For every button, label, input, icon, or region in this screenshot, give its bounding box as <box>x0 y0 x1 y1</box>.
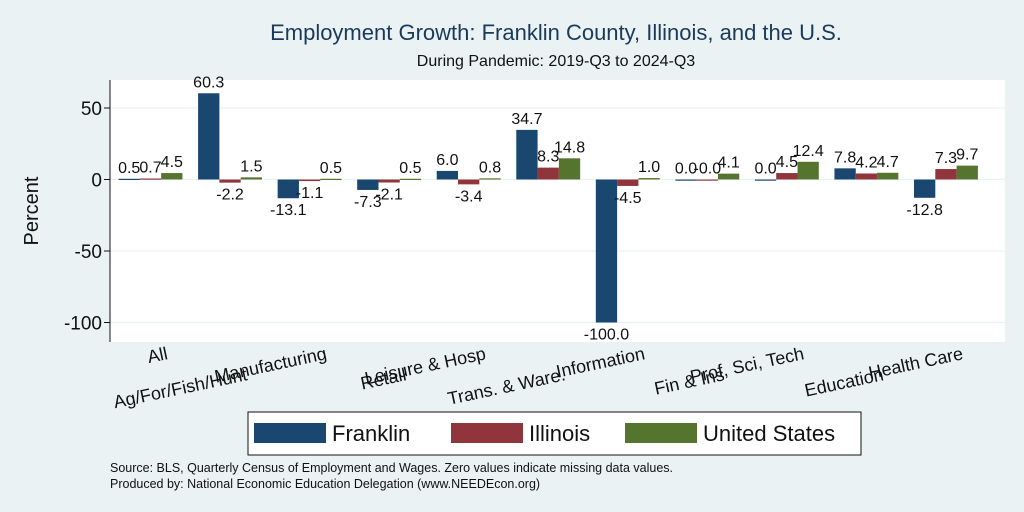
category-label: Trans. & Ware. <box>446 364 567 408</box>
legend-label: Illinois <box>529 421 590 446</box>
data-label: 4.1 <box>717 155 739 172</box>
data-label: 0.7 <box>139 159 161 176</box>
data-label: 4.5 <box>161 154 183 171</box>
data-label: 0.5 <box>399 160 421 177</box>
data-label: -2.1 <box>375 187 403 204</box>
category-label: All <box>146 343 170 367</box>
data-label: 34.7 <box>511 111 542 128</box>
legend-swatch-united-states <box>625 423 697 443</box>
bar-illinois <box>855 173 878 180</box>
y-axis-label: Percent <box>21 176 43 245</box>
chart-title: Employment Growth: Franklin County, Illi… <box>270 20 842 45</box>
data-label: 0.8 <box>479 159 501 176</box>
y-tick-label: -100 <box>64 314 102 335</box>
bar-united-states <box>558 158 581 180</box>
legend-swatch-illinois <box>451 423 523 443</box>
bar-franklin <box>834 168 856 180</box>
bar-united-states <box>399 178 422 180</box>
category-label: Leisure & Hosp <box>363 343 488 388</box>
plot-area <box>110 80 1005 342</box>
bar-illinois <box>776 173 798 180</box>
data-label: -4.5 <box>614 190 642 207</box>
bar-united-states <box>797 161 819 180</box>
data-label: -100.0 <box>584 327 629 344</box>
data-label: -2.2 <box>216 187 244 204</box>
bar-illinois <box>458 179 480 185</box>
y-tick-label: 50 <box>81 99 102 120</box>
category-label: Information <box>554 343 646 381</box>
bar-illinois <box>537 167 559 180</box>
bar-franklin <box>675 179 697 181</box>
data-label: 7.8 <box>834 149 856 166</box>
bar-franklin <box>357 179 379 190</box>
bar-united-states <box>240 177 262 180</box>
data-label: -7.3 <box>354 194 382 211</box>
legend-items: Franklin Illinois United States <box>254 421 835 446</box>
chart-subtitle: During Pandemic: 2019-Q3 to 2024-Q3 <box>417 53 695 70</box>
data-labels: 0.5 0.7 4.560.3-2.21.5-13.1-1.10.5-7.3-2.1… <box>118 74 978 343</box>
source-note: Source: BLS, Quarterly Census of Employm… <box>110 461 673 475</box>
bar-franklin <box>914 179 936 198</box>
y-axis-ticks: 50 0 -50 -100 <box>64 80 111 342</box>
producer-note: Produced by: National Economic Education… <box>110 477 540 491</box>
bar-united-states <box>320 178 342 180</box>
category-label: Manufacturing <box>213 343 329 386</box>
data-label: 8.3 <box>537 149 559 166</box>
bar-franklin <box>198 93 220 180</box>
data-label: 14.8 <box>554 139 585 156</box>
bar-illinois <box>298 179 321 182</box>
bar-franklin <box>595 179 618 323</box>
data-label: -13.1 <box>270 202 307 219</box>
data-label: -0.0 <box>694 161 722 178</box>
y-tick-label: -50 <box>75 242 102 263</box>
bars <box>118 93 978 323</box>
bar-illinois <box>696 179 718 181</box>
data-label: 60.3 <box>193 74 224 91</box>
data-label: -1.1 <box>296 185 324 202</box>
legend <box>247 411 862 456</box>
data-label: -12.8 <box>906 202 943 219</box>
data-label: -3.4 <box>455 188 483 205</box>
data-label: 6.0 <box>436 152 458 169</box>
bar-united-states <box>877 172 899 180</box>
data-label: 1.5 <box>240 158 262 175</box>
legend-swatch-franklin <box>254 423 326 443</box>
bar-franklin <box>277 179 299 199</box>
bar-united-states <box>638 178 660 180</box>
bar-franklin <box>436 170 459 180</box>
data-label: 0.5 <box>118 160 140 177</box>
bar-franklin <box>754 179 777 181</box>
data-label: 4.7 <box>877 154 899 171</box>
data-label: 4.5 <box>776 154 798 171</box>
data-label: 0.5 <box>320 160 342 177</box>
bar-illinois <box>378 179 400 183</box>
category-label: Health Care <box>867 343 965 383</box>
y-tick-label: 0 <box>91 171 102 192</box>
data-label: 0.0 <box>754 161 776 178</box>
bar-united-states <box>717 173 740 180</box>
data-label: 1.0 <box>638 159 660 176</box>
bar-illinois <box>139 178 162 180</box>
bar-illinois <box>935 169 957 180</box>
data-label: 9.7 <box>956 147 978 164</box>
bar-united-states <box>161 173 183 180</box>
legend-label: United States <box>703 421 835 446</box>
data-label: 12.4 <box>793 143 824 160</box>
category-label: Prof, Sci, Tech <box>688 343 805 387</box>
bar-illinois <box>219 179 241 183</box>
data-label: 0.0 <box>675 161 697 178</box>
legend-label: Franklin <box>332 421 410 446</box>
bar-illinois <box>617 179 639 186</box>
bar-franklin <box>118 178 140 180</box>
bar-united-states <box>479 178 501 180</box>
data-label: 7.3 <box>935 150 957 167</box>
bar-franklin <box>516 129 538 180</box>
bar-united-states <box>956 165 978 180</box>
data-label: 4.2 <box>855 154 877 171</box>
